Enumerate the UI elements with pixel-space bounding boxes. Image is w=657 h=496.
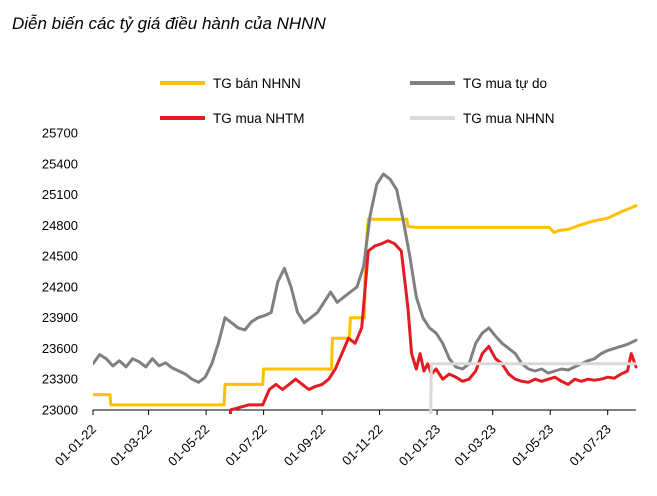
x-tick-label: 01-07-23 (566, 422, 613, 469)
legend-label: TG bán NHNN (213, 76, 301, 91)
legend-label: TG mua NHTM (213, 111, 305, 126)
y-tick-label: 24200 (42, 279, 78, 294)
y-tick-label: 24500 (42, 249, 78, 264)
legend: TG bán NHNN TG mua tự do TG mua NHTM TG mua… (160, 76, 555, 126)
y-tick-label: 23600 (42, 341, 78, 356)
x-tick-label: 01-05-22 (165, 422, 212, 469)
x-axis: 01-01-22 01-03-22 01-05-22 01-07-22 01-09-22… (52, 409, 636, 469)
y-tick-label: 25400 (42, 156, 78, 171)
legend-label: TG mua NHNN (463, 111, 555, 126)
chart-title: Diễn biến các tỷ giá điều hành của NHNN (12, 14, 326, 33)
x-tick-label: 01-07-22 (222, 422, 269, 469)
x-tick-label: 01-09-22 (281, 422, 328, 469)
y-tick-label: 24800 (42, 218, 78, 233)
y-tick-label: 25700 (42, 126, 78, 141)
series-line (429, 362, 638, 414)
x-tick-label: 01-01-23 (396, 422, 443, 469)
y-axis-ticks: 23000 23300 23600 23900 24200 24500 24800 25100… (42, 126, 78, 418)
x-tick-label: 01-01-22 (52, 422, 99, 469)
y-tick-label: 23900 (42, 310, 78, 325)
y-tick-label: 23000 (42, 403, 78, 418)
legend-label: TG mua tự do (463, 76, 547, 91)
y-tick-label: 25100 (42, 187, 78, 202)
x-tick-label: 01-03-22 (107, 422, 154, 469)
series-layer (93, 172, 638, 414)
y-tick-label: 23300 (42, 372, 78, 387)
x-tick-label: 01-03-23 (451, 422, 498, 469)
series-line (93, 172, 638, 384)
x-tick-label: 01-11-22 (339, 422, 386, 469)
x-tick-label: 01-05-23 (509, 422, 556, 469)
